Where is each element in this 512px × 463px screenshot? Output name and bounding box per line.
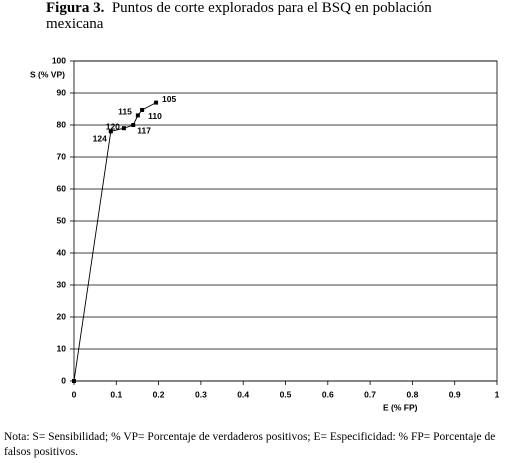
data-point — [154, 100, 159, 105]
y-tick-label: 100 — [52, 55, 66, 65]
point-label: 115 — [118, 107, 132, 117]
x-axis-title: E (% FP) — [383, 402, 418, 412]
note: Nota: S= Sensibilidad; % VP= Porcentaje … — [4, 431, 496, 458]
plot-border — [73, 60, 498, 382]
y-tick-label: 70 — [57, 151, 67, 161]
point-label: 120 — [106, 121, 120, 131]
data-point — [135, 113, 140, 118]
y-tick-label: 0 — [61, 375, 66, 385]
data-point — [140, 107, 145, 112]
data-point — [131, 123, 136, 127]
data-point — [121, 126, 126, 131]
point-label: 105 — [162, 94, 176, 104]
y-axis-title: S (% VP) — [30, 69, 65, 79]
data-line — [73, 102, 157, 382]
y-tick-label: 90 — [57, 87, 67, 97]
x-tick-label: 0.2 — [153, 389, 165, 399]
x-tick-label: 0.7 — [364, 389, 376, 399]
x-tick-label: 0.1 — [110, 389, 122, 399]
x-tick-label: 1 — [495, 389, 500, 399]
x-tick-label: 0.9 — [449, 389, 461, 399]
point-label: 117 — [137, 125, 151, 135]
data-point — [72, 379, 76, 383]
x-tick-label: 0.3 — [195, 389, 207, 399]
y-tick-label: 80 — [57, 119, 67, 129]
point-label: 124 — [93, 134, 107, 144]
y-tick-label: 50 — [57, 215, 67, 225]
y-tick-label: 30 — [57, 279, 67, 289]
y-tick-label: 60 — [57, 183, 67, 193]
x-tick-label: 0 — [72, 389, 77, 399]
figure-label: Figura 3. — [46, 0, 105, 16]
figure-title: Puntos de corte explorados para el BSQ e… — [46, 0, 432, 32]
y-tick-label: 10 — [57, 343, 67, 353]
x-tick-label: 0.6 — [322, 389, 334, 399]
y-tick-label: 40 — [57, 247, 67, 257]
x-tick-label: 0.4 — [237, 389, 249, 399]
data-point — [108, 129, 113, 134]
y-tick-label: 20 — [57, 311, 67, 321]
title: Figura 3. Puntos de corte explorados par… — [46, 0, 476, 32]
point-label: 110 — [148, 111, 162, 121]
x-tick-label: 0.8 — [406, 389, 418, 399]
x-tick-label: 0.5 — [280, 389, 292, 399]
